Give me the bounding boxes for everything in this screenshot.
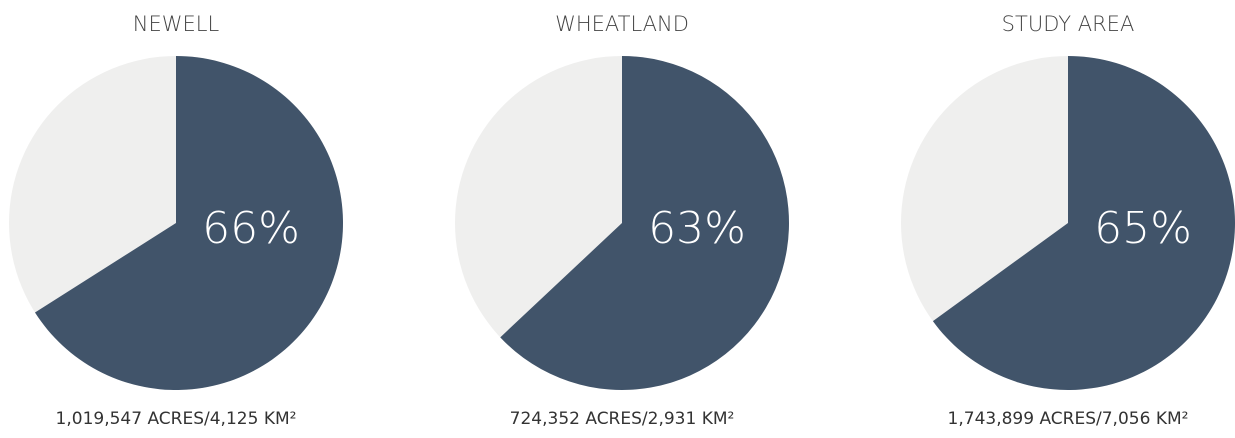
pie-slice: [500, 56, 789, 390]
pie-slice: [932, 56, 1235, 390]
caption: 1,019,547 ACRES/4,125 KM²: [56, 409, 297, 429]
value-label: 66%: [202, 203, 300, 254]
caption: 1,743,899 ACRES/7,056 KM²: [948, 409, 1189, 429]
chart-title: WHEATLAND: [555, 12, 689, 36]
caption: 724,352 ACRES/2,931 KM²: [510, 409, 735, 429]
value-label: 63%: [648, 203, 746, 254]
pie-slice: [34, 56, 344, 391]
value-label: 65%: [1094, 203, 1192, 254]
chart-title: NEWELL: [133, 12, 220, 36]
chart-title: STUDY AREA: [1002, 12, 1135, 36]
